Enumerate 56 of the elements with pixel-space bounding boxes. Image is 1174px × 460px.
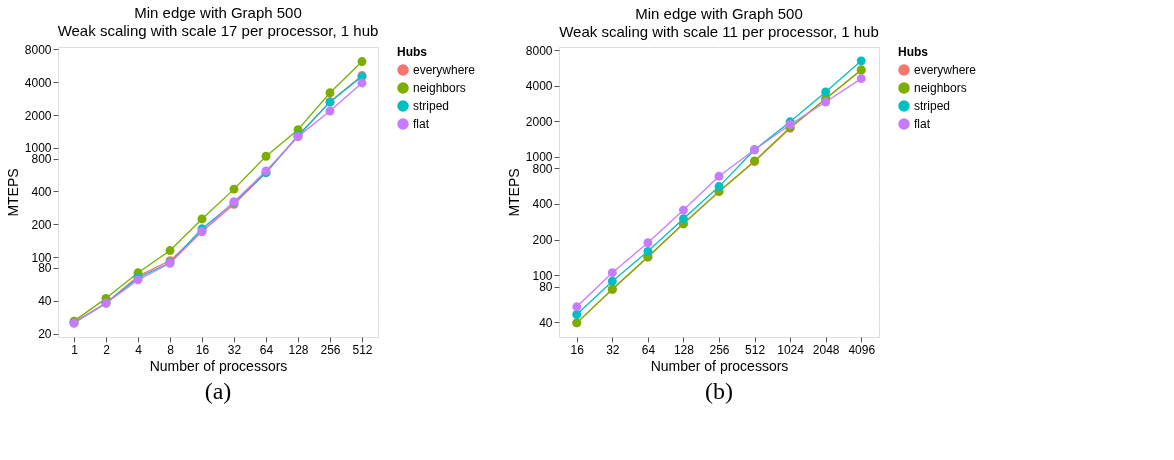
x-tick-label: 4096 xyxy=(848,342,876,357)
x-tick-label: 8 xyxy=(167,342,175,357)
chart-subtitle: Weak scaling with scale 17 per processor, 1 hub xyxy=(57,22,379,40)
y-tick-label: 200 xyxy=(31,217,52,232)
y-axis-title: MTEPS xyxy=(505,168,522,217)
legend-label: neighbors xyxy=(914,81,967,95)
legend-label: everywhere xyxy=(413,63,476,77)
x-tick-label: 1 xyxy=(71,342,79,357)
legend-label: flat xyxy=(914,117,931,131)
y-tick-label: 2000 xyxy=(525,114,553,129)
x-tick-label: 64 xyxy=(641,342,656,357)
x-tick-label: 1024 xyxy=(777,342,805,357)
chart-subtitle: Weak scaling with scale 11 per processor, 1 hub xyxy=(559,23,879,41)
x-tick-label: 256 xyxy=(320,342,341,357)
legend-label: striped xyxy=(413,99,450,113)
y-tick-label: 4000 xyxy=(24,75,52,90)
x-axis-title: Number of processors xyxy=(650,357,789,374)
text: (b) xyxy=(705,378,733,404)
y-tick-label: 40 xyxy=(539,315,553,330)
x-tick-label: 64 xyxy=(259,342,274,357)
y-tick-label: 2000 xyxy=(24,108,52,123)
legend-label: striped xyxy=(914,99,951,113)
x-tick-label: 128 xyxy=(288,342,309,357)
x-tick-label: 32 xyxy=(606,342,620,357)
legend-label: flat xyxy=(413,117,430,131)
chart-title: Min edge with Graph 500 xyxy=(635,5,803,23)
y-axis-title: MTEPS xyxy=(4,168,21,217)
x-tick-label: 512 xyxy=(745,342,766,357)
y-tick-label: 8000 xyxy=(24,42,52,57)
x-tick-label: 4 xyxy=(135,342,143,357)
chart-title: Min edge with Graph 500 xyxy=(134,4,302,22)
x-tick-label: 2048 xyxy=(812,342,840,357)
y-tick-label: 200 xyxy=(532,233,553,248)
x-tick-label: 32 xyxy=(227,342,242,357)
text: (a) xyxy=(204,378,232,404)
x-tick-label: 16 xyxy=(195,342,210,357)
legend-title: Hubs xyxy=(898,45,929,59)
y-tick-label: 20 xyxy=(38,327,52,342)
x-tick-label: 2 xyxy=(103,342,111,357)
y-tick-label: 400 xyxy=(532,197,553,212)
y-tick-label: 4000 xyxy=(525,79,553,94)
y-tick-label: 400 xyxy=(31,184,52,199)
legend-label: neighbors xyxy=(413,81,466,95)
legend-label: everywhere xyxy=(914,63,977,77)
y-tick-label: 800 xyxy=(31,152,52,167)
y-tick-label: 80 xyxy=(539,280,553,295)
y-tick-label: 80 xyxy=(38,261,52,276)
y-tick-label: 8000 xyxy=(525,43,553,58)
y-tick-label: 100 xyxy=(532,268,553,283)
x-tick-label: 256 xyxy=(709,342,730,357)
y-tick-label: 40 xyxy=(38,294,52,309)
x-tick-label: 16 xyxy=(570,342,585,357)
x-axis-title: Number of processors xyxy=(149,357,288,374)
legend-title: Hubs xyxy=(397,45,428,59)
x-tick-label: 512 xyxy=(352,342,373,357)
x-tick-label: 128 xyxy=(673,342,695,357)
